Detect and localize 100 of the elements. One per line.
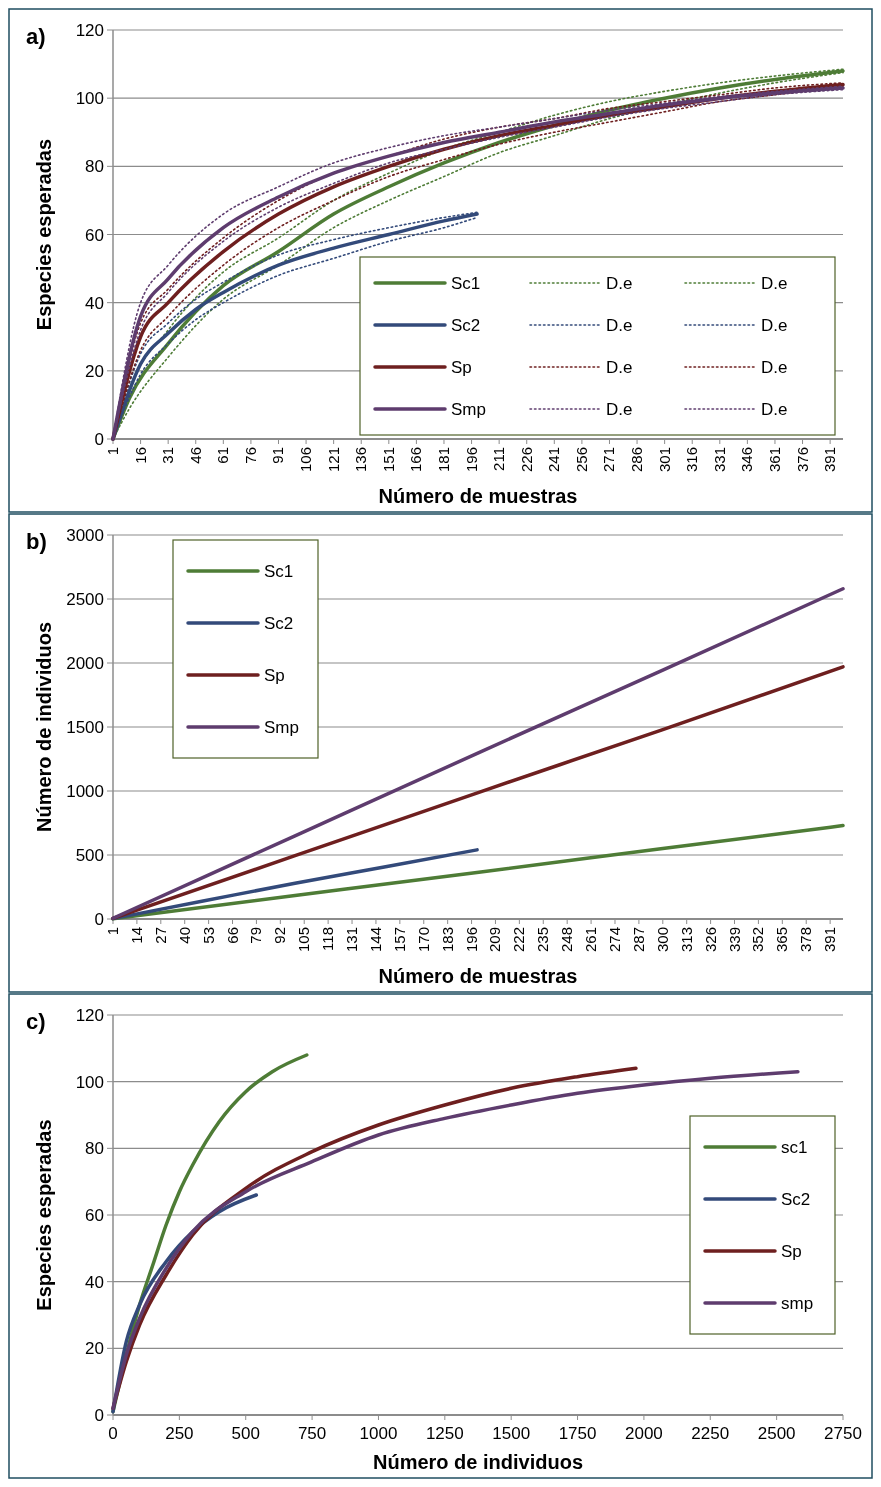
- x-tick-label: 500: [231, 1424, 260, 1443]
- x-tick-label: 151: [379, 447, 397, 473]
- x-tick-label: 209: [486, 927, 504, 953]
- x-tick-label: 750: [297, 1424, 327, 1443]
- x-tick-label: 196: [462, 447, 480, 473]
- legend-label: Smp: [264, 718, 299, 737]
- y-tick-label: 500: [75, 846, 104, 865]
- x-tick-label: 261: [582, 927, 600, 953]
- x-tick-label: 235: [534, 927, 552, 953]
- x-tick-label: 66: [223, 927, 241, 944]
- legend-label: D.e: [606, 400, 633, 419]
- x-axis-title: Número de individuos: [372, 1451, 584, 1473]
- x-tick-label: 1000: [359, 1424, 398, 1443]
- x-tick-label: 118: [319, 927, 337, 951]
- y-axis-title: Número de individuos: [33, 621, 55, 833]
- legend-label: Sc2: [781, 1190, 811, 1209]
- x-tick-label: 226: [517, 447, 535, 473]
- legend-label: D.e: [761, 274, 788, 293]
- x-tick-label: 361: [765, 447, 783, 473]
- y-tick-label: 40: [85, 1272, 104, 1292]
- x-tick-label: 365: [773, 927, 791, 953]
- x-tick-label: 331: [710, 447, 728, 473]
- y-tick-label: 120: [75, 21, 104, 40]
- legend-label: Sp: [451, 358, 472, 377]
- legend-label: Sc1: [451, 274, 481, 293]
- legend-label: Sc2: [264, 614, 294, 633]
- x-tick-label: 376: [793, 447, 811, 473]
- x-tick-label: 79: [247, 927, 265, 944]
- x-tick-label: 250: [165, 1424, 194, 1443]
- x-tick-label: 2750: [824, 1424, 862, 1443]
- text: a): [26, 24, 46, 49]
- x-tick-label: 2000: [625, 1424, 663, 1443]
- legend-label: D.e: [761, 400, 788, 419]
- x-tick-label: 211: [490, 447, 508, 471]
- y-tick-label: 2500: [66, 590, 104, 609]
- x-tick-label: 183: [438, 927, 456, 953]
- y-axis-title: Especies esperadas: [33, 1119, 55, 1311]
- y-tick-label: 60: [85, 225, 104, 245]
- text: c): [26, 1009, 46, 1034]
- x-tick-label: 166: [407, 447, 425, 473]
- y-tick-label: 1500: [66, 718, 104, 737]
- text: b): [26, 529, 47, 554]
- y-tick-label: 3000: [66, 526, 104, 545]
- x-tick-label: 61: [214, 447, 232, 464]
- y-tick-label: 40: [85, 293, 104, 313]
- y-tick-label: 80: [85, 1139, 104, 1159]
- x-tick-label: 316: [683, 447, 701, 473]
- x-tick-label: 170: [414, 927, 432, 953]
- x-tick-label: 241: [545, 447, 563, 473]
- x-tick-label: 157: [390, 927, 408, 953]
- x-tick-label: 248: [558, 927, 576, 953]
- x-tick-label: 46: [186, 447, 204, 464]
- x-tick-label: 14: [127, 927, 145, 944]
- x-tick-label: 2250: [691, 1424, 730, 1443]
- x-tick-label: 181: [434, 447, 452, 473]
- x-tick-label: 27: [151, 927, 169, 944]
- y-axis-title: Especies esperadas: [33, 138, 55, 331]
- legend-label: D.e: [606, 358, 633, 377]
- x-tick-label: 53: [199, 927, 217, 944]
- x-tick-label: 274: [605, 927, 623, 953]
- x-tick-label: 391: [821, 447, 839, 473]
- legend-label: sc1: [781, 1138, 808, 1157]
- x-tick-label: 286: [628, 447, 646, 473]
- legend-label: smp: [781, 1294, 814, 1313]
- x-tick-label: 40: [175, 927, 193, 944]
- legend-label: D.e: [606, 274, 633, 293]
- legend-label: Sp: [264, 666, 285, 685]
- x-tick-label: 136: [352, 447, 370, 473]
- y-tick-label: 0: [94, 1406, 104, 1425]
- x-tick-label: 1: [104, 447, 121, 456]
- legend-label: Sc2: [451, 316, 481, 335]
- x-tick-label: 271: [600, 447, 618, 473]
- y-tick-label: 0: [94, 430, 104, 449]
- legend-label: D.e: [761, 316, 788, 335]
- x-tick-label: 1250: [425, 1424, 464, 1443]
- y-tick-label: 20: [85, 361, 104, 381]
- legend-label: Sc1: [264, 562, 294, 581]
- x-tick-label: 326: [701, 927, 719, 953]
- x-tick-label: 76: [241, 447, 259, 464]
- x-tick-label: 92: [271, 927, 289, 944]
- y-tick-label: 60: [85, 1206, 104, 1225]
- x-tick-label: 2500: [757, 1424, 796, 1443]
- x-tick-label: 301: [655, 447, 673, 473]
- x-tick-label: 346: [738, 447, 756, 473]
- x-tick-label: 1750: [558, 1424, 597, 1443]
- x-axis-title: Número de muestras: [378, 965, 578, 987]
- x-tick-label: 300: [653, 927, 671, 953]
- y-tick-label: 80: [85, 157, 104, 177]
- x-tick-label: 352: [749, 927, 767, 953]
- x-tick-label: 144: [366, 927, 384, 953]
- y-tick-label: 20: [85, 1339, 104, 1359]
- y-tick-label: 100: [75, 89, 104, 109]
- x-tick-label: 31: [159, 447, 177, 464]
- x-tick-label: 0: [108, 1424, 118, 1443]
- legend-label: D.e: [761, 358, 788, 377]
- legend-label: Sp: [781, 1242, 802, 1261]
- y-tick-label: 120: [75, 1006, 104, 1025]
- x-tick-label: 16: [131, 447, 149, 464]
- legend-label: D.e: [606, 316, 633, 335]
- x-tick-label: 196: [462, 927, 480, 953]
